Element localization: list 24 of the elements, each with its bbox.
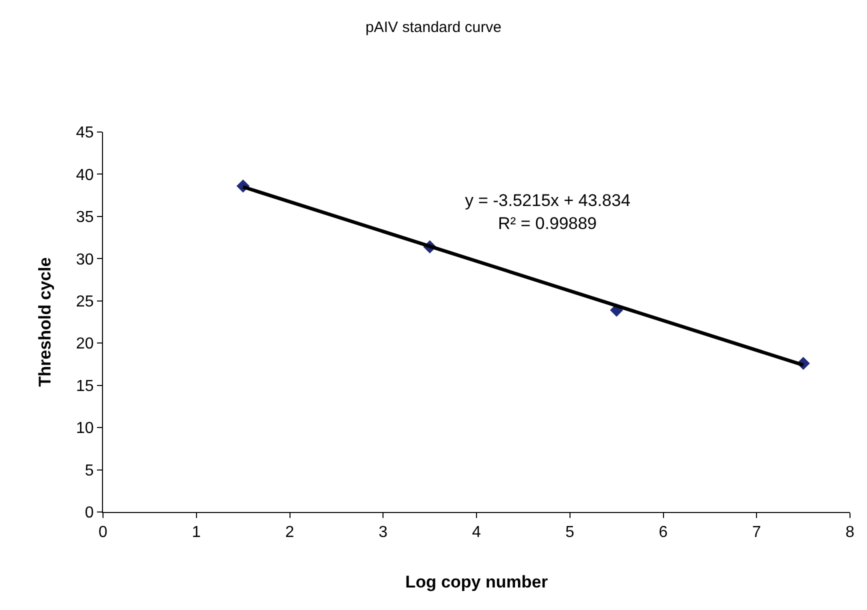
annotation: R² = 0.99889 [498,214,597,233]
x-tick-label: 5 [565,524,574,542]
y-tick-label: 30 [76,251,94,268]
y-tick-label: 35 [76,209,94,226]
x-tick-label: 0 [98,524,108,542]
x-tick-label: 2 [285,524,294,542]
y-tick-label: 40 [76,166,94,184]
y-tick-label: 0 [84,504,94,522]
y-tick-label: 5 [84,462,94,480]
y-tick-label: 15 [76,378,94,395]
x-axis-title: Log copy number [405,572,548,592]
x-tick-label: 8 [846,524,855,542]
chart-title: pAIV standard curve [366,18,502,36]
annotation: y = -3.5215x + 43.834 [465,191,630,210]
x-tick-label: 3 [378,524,388,542]
y-axis-title: Threshold cycle [36,257,55,387]
y-tick-label: 45 [76,124,94,142]
x-tick-label: 1 [192,524,201,542]
y-tick-label: 10 [76,420,94,438]
x-tick-label: 6 [658,524,668,542]
y-tick-label: 20 [76,336,94,353]
x-tick-label: 4 [472,524,482,542]
y-tick-label: 25 [76,293,94,310]
x-tick-label: 7 [752,524,762,542]
